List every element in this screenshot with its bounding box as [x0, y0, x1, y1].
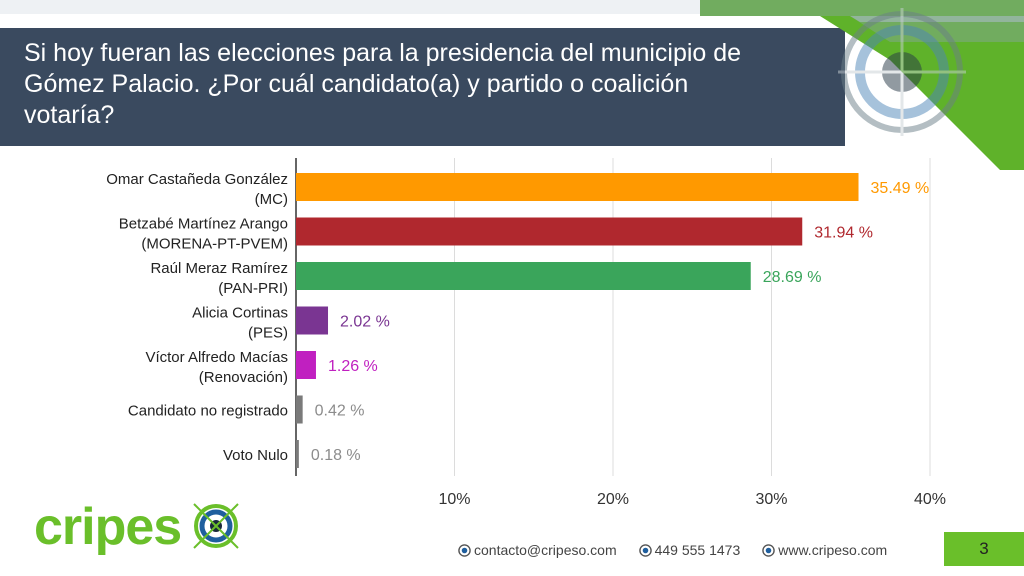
category-label: (MORENA-PT-PVEM) [141, 236, 288, 253]
footer-contacts: contacto@cripeso.com 449 555 1473 www.cr… [458, 542, 887, 558]
brand-logo: cripes [34, 498, 254, 562]
value-label: 35.49 % [871, 180, 930, 197]
category-label: Alicia Cortinas [192, 305, 288, 322]
bar [296, 395, 303, 424]
brand-name-part1: cripes [34, 500, 181, 556]
category-label: (Renovación) [199, 369, 288, 386]
page-title: Si hoy fueran las elecciones para la pre… [24, 39, 742, 129]
target-icon [638, 543, 652, 557]
category-label: (PES) [248, 325, 288, 342]
x-tick-label: 20% [597, 491, 629, 508]
target-icon [838, 8, 966, 136]
category-label: (MC) [255, 191, 288, 208]
category-label: Voto Nulo [223, 447, 288, 464]
category-label: Raúl Meraz Ramírez [150, 260, 288, 277]
target-icon [458, 543, 471, 557]
target-icon [762, 543, 776, 557]
email-text[interactable]: contacto@cripeso.com [474, 542, 617, 558]
bar [296, 173, 859, 201]
bar-chart: 10% 20% 30% 40% 35.49 % Omar Castañeda Gonzál… [106, 158, 946, 508]
value-label: 0.42 % [315, 403, 365, 420]
target-icon [193, 503, 239, 549]
phone-contact[interactable]: 449 555 1473 [638, 542, 741, 558]
category-label: Víctor Alfredo Macías [145, 349, 288, 366]
category-label: Betzabé Martínez Arango [119, 216, 288, 233]
page-number: 3 [944, 532, 1024, 566]
phone-text[interactable]: 449 555 1473 [654, 542, 741, 558]
category-label: Omar Castañeda González [106, 171, 288, 188]
bar [296, 217, 803, 246]
category-label: Candidato no registrado [128, 403, 288, 420]
value-label: 0.18 % [311, 447, 361, 464]
website-text[interactable]: www.cripeso.com [778, 542, 888, 558]
bar [296, 440, 299, 468]
category-label: (PAN-PRI) [218, 280, 288, 297]
x-tick-label: 10% [438, 491, 470, 508]
x-tick-label: 30% [755, 491, 787, 508]
value-label: 2.02 % [340, 314, 390, 331]
bar [296, 306, 329, 335]
email-contact[interactable]: contacto@cripeso.com [458, 542, 617, 558]
value-label: 28.69 % [763, 269, 822, 286]
value-label: 1.26 % [328, 358, 378, 375]
value-label: 31.94 % [814, 225, 873, 242]
title-band [0, 28, 845, 146]
x-tick-label: 40% [914, 491, 946, 508]
website-contact[interactable]: www.cripeso.com [762, 542, 887, 558]
corner-decoration [700, 0, 1024, 170]
bar [296, 262, 751, 290]
bar [296, 351, 316, 379]
